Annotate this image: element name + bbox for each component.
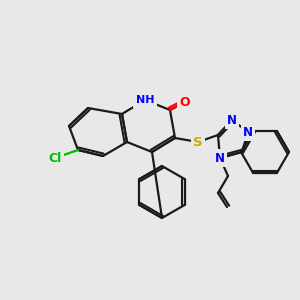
Text: Cl: Cl [48,152,62,164]
Text: S: S [193,136,203,148]
Text: NH: NH [136,95,154,105]
Text: O: O [180,95,190,109]
Text: N: N [243,125,253,139]
Text: N: N [215,152,225,164]
Text: N: N [227,113,237,127]
